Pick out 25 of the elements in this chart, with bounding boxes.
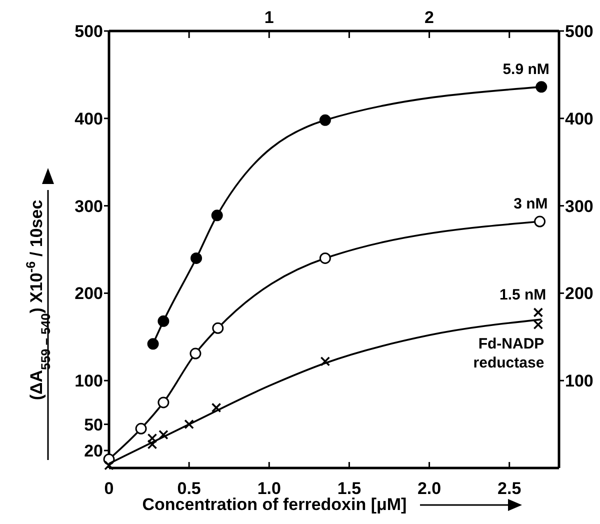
series-label: 1.5 nM bbox=[499, 286, 546, 304]
x-tick-label: 0 bbox=[104, 479, 114, 498]
y2-tick-label: 400 bbox=[565, 109, 594, 128]
y-tick-label: 20 bbox=[84, 442, 103, 461]
x-tick-label: 1.5 bbox=[337, 479, 362, 498]
x-tick-label: 1.0 bbox=[257, 479, 281, 498]
annotation: Fd-NADP reductase bbox=[473, 336, 544, 372]
y2-tick-label: 500 bbox=[565, 22, 594, 41]
y2-tick-label: 200 bbox=[565, 284, 594, 304]
x-tick-label: 2.0 bbox=[417, 479, 442, 498]
y-tick-label: 200 bbox=[74, 284, 103, 304]
y-tick-label: 300 bbox=[74, 196, 103, 216]
x-tick-label: 2.5 bbox=[498, 479, 522, 498]
series-label: 3 nM bbox=[514, 196, 548, 213]
y-tick-label: 500 bbox=[74, 22, 103, 41]
y2-tick-label: 300 bbox=[565, 196, 594, 216]
y-tick-label: 100 bbox=[74, 372, 103, 391]
x2-tick-label: 1 bbox=[264, 8, 274, 27]
y2-tick-label: 100 bbox=[565, 372, 594, 391]
y-tick-label: 50 bbox=[84, 415, 103, 434]
series-label: 5.9 nM bbox=[502, 60, 550, 78]
y-tick-label: 400 bbox=[74, 109, 103, 128]
x2-tick-label: 2 bbox=[424, 8, 434, 27]
x-tick-label: 0.5 bbox=[177, 479, 201, 498]
x-axis-title: Concentration of ferredoxin [μM] bbox=[142, 495, 407, 514]
